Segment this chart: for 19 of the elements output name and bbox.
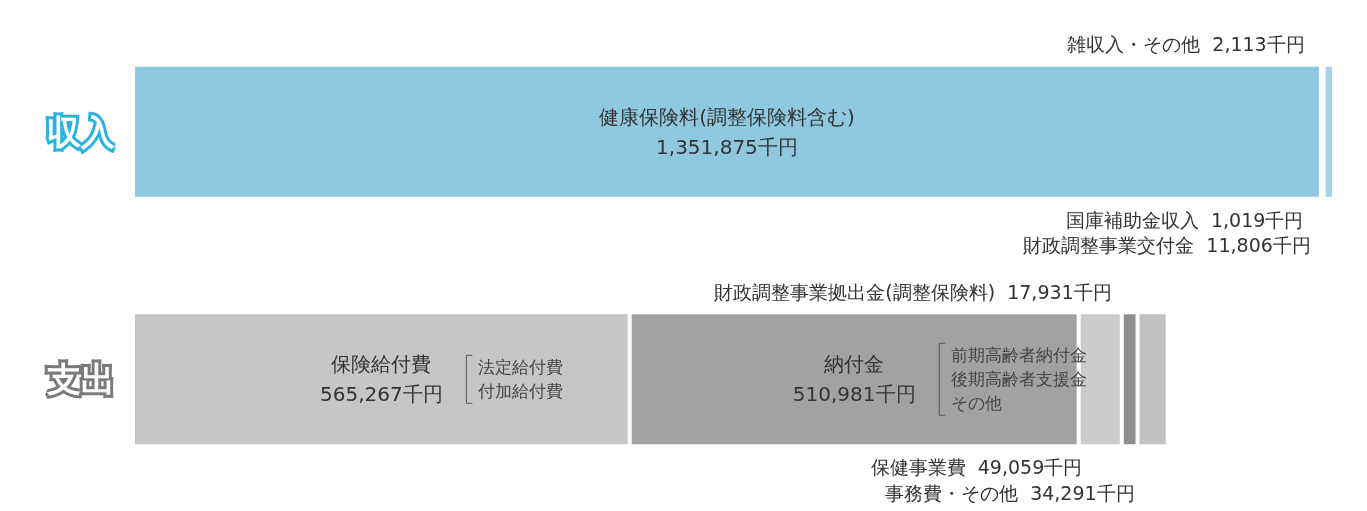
data-label: 1,351,875千円: [656, 134, 798, 159]
annotation: その他: [951, 393, 1003, 414]
text: 財政調整事業交付金 11,806千円: [1023, 234, 1311, 257]
data-label: 510,981千円: [792, 382, 916, 407]
series-label: 健康保険料(調整保険料含む): [599, 104, 855, 129]
text: 事務費・その他 34,291千円: [885, 481, 1135, 504]
text: 雑収入・その他 2,113千円: [1067, 33, 1305, 56]
data-label: 565,267千円: [319, 382, 443, 407]
text: 財政調整事業拠出金(調整保険料) 17,931千円: [714, 280, 1112, 303]
series-label: 保険給付費: [331, 352, 432, 377]
annotation: 前期高齢者納付金: [951, 345, 1088, 366]
text: 国庫補助金収入 1,019千円: [1065, 208, 1304, 231]
y-tick-label: 収入: [47, 111, 116, 152]
annotation: 法定給付費: [478, 357, 564, 378]
annotation: 後期高齢者支援金: [951, 369, 1088, 390]
annotation: 付加給付費: [477, 381, 564, 402]
text: 保健事業費 49,059千円: [870, 455, 1083, 478]
series-label: 納付金: [824, 352, 885, 377]
y-tick-label: 支出: [46, 359, 115, 400]
